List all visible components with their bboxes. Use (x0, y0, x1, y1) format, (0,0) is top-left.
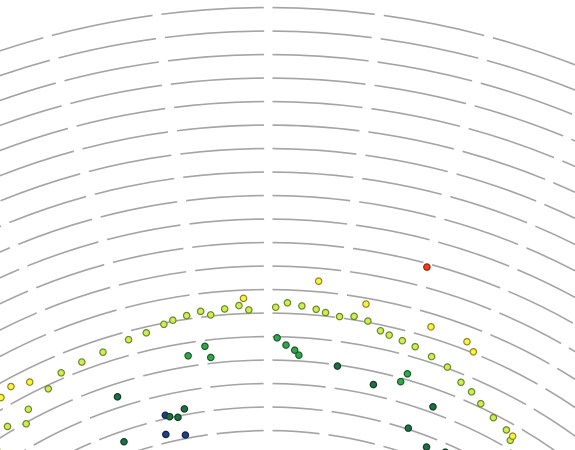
data-point-green-6 (296, 352, 302, 358)
data-point-dark_green-11 (423, 444, 429, 450)
data-point-yellow-7 (363, 301, 369, 307)
data-point-dark_blue-2 (182, 432, 188, 438)
grid-ring-11 (0, 219, 575, 450)
data-point-yellow-2 (0, 394, 4, 400)
data-point-yellow-9 (464, 339, 470, 345)
data-point-yellow_green-14 (100, 349, 106, 355)
polar-grid (0, 8, 575, 450)
data-point-green-8 (397, 378, 403, 384)
data-point-yellow_green-18 (170, 317, 176, 323)
data-point-yellow_green-29 (322, 309, 328, 315)
data-point-yellow_green-27 (299, 303, 305, 309)
data-point-yellow-6 (315, 278, 321, 284)
data-point-yellow_green-20 (197, 308, 203, 314)
data-point-dark_green-5 (181, 406, 187, 412)
data-point-yellow_green-31 (351, 313, 357, 319)
data-point-yellow_green-43 (503, 427, 509, 433)
data-point-dark_green-8 (370, 381, 376, 387)
data-point-yellow_green-42 (490, 415, 496, 421)
data-point-yellow_green-32 (365, 318, 371, 324)
data-point-yellow_green-33 (377, 328, 383, 334)
data-point-dark_blue-1 (163, 431, 169, 437)
data-point-dark_green-4 (175, 414, 181, 420)
data-point-green-7 (404, 371, 410, 377)
data-point-yellow_green-11 (45, 386, 51, 392)
data-point-yellow_green-17 (161, 321, 167, 327)
grid-ring-5 (0, 360, 575, 450)
data-point-yellow_green-40 (468, 389, 474, 395)
data-point-yellow_green-30 (336, 313, 342, 319)
data-point-yellow_green-22 (221, 306, 227, 312)
grid-ring-6 (0, 337, 575, 450)
data-point-yellow_green-8 (4, 423, 10, 429)
data-point-yellow_green-24 (246, 307, 252, 313)
data-point-dark_green-3 (167, 413, 173, 419)
data-point-green-2 (208, 354, 214, 360)
data-point-yellow_green-26 (284, 300, 290, 306)
data-point-yellow_green-34 (386, 332, 392, 338)
data-point-yellow_green-35 (399, 338, 405, 344)
grid-ring-2 (0, 431, 575, 450)
data-point-yellow_green-37 (428, 353, 434, 359)
grid-ring-7 (0, 313, 575, 450)
data-point-yellow_green-15 (125, 336, 131, 342)
data-point-yellow_green-38 (444, 364, 450, 370)
grid-ring-18 (0, 55, 575, 450)
grid-ring-16 (0, 102, 575, 450)
data-point-dark_green-9 (430, 404, 436, 410)
data-point-yellow_green-9 (23, 421, 29, 427)
grid-ring-13 (0, 172, 575, 450)
data-point-red-2 (424, 264, 430, 270)
grid-ring-3 (0, 407, 575, 450)
data-point-yellow_green-28 (313, 306, 319, 312)
data-point-yellow_green-13 (79, 359, 85, 365)
data-point-yellow_green-10 (25, 406, 31, 412)
data-point-yellow_green-25 (273, 304, 279, 310)
data-point-yellow_green-12 (58, 370, 64, 376)
data-point-yellow-3 (8, 383, 14, 389)
data-point-yellow-5 (240, 295, 246, 301)
data-point-yellow_green-23 (236, 302, 242, 308)
data-point-dark_green-7 (334, 363, 340, 369)
data-point-yellow_green-39 (458, 379, 464, 385)
data-point-yellow_green-19 (183, 312, 189, 318)
data-point-green-0 (185, 353, 191, 359)
data-point-green-3 (274, 335, 280, 341)
data-point-dark_green-2 (121, 439, 127, 445)
data-point-dark_green-10 (405, 425, 411, 431)
data-point-yellow_green-36 (412, 343, 418, 349)
data-point-yellow_green-41 (478, 401, 484, 407)
data-point-green-4 (283, 342, 289, 348)
grid-ring-15 (0, 125, 575, 450)
data-point-dark_green-6 (114, 394, 120, 400)
data-point-green-1 (202, 343, 208, 349)
data-point-yellow_green-16 (143, 330, 149, 336)
data-point-yellow_green-21 (208, 312, 214, 318)
grid-ring-9 (0, 266, 575, 450)
data-point-yellow-8 (428, 324, 434, 330)
data-point-yellow-11 (509, 433, 515, 439)
data-point-yellow-10 (470, 349, 476, 355)
grid-ring-19 (0, 31, 575, 450)
data-point-yellow-4 (27, 379, 33, 385)
